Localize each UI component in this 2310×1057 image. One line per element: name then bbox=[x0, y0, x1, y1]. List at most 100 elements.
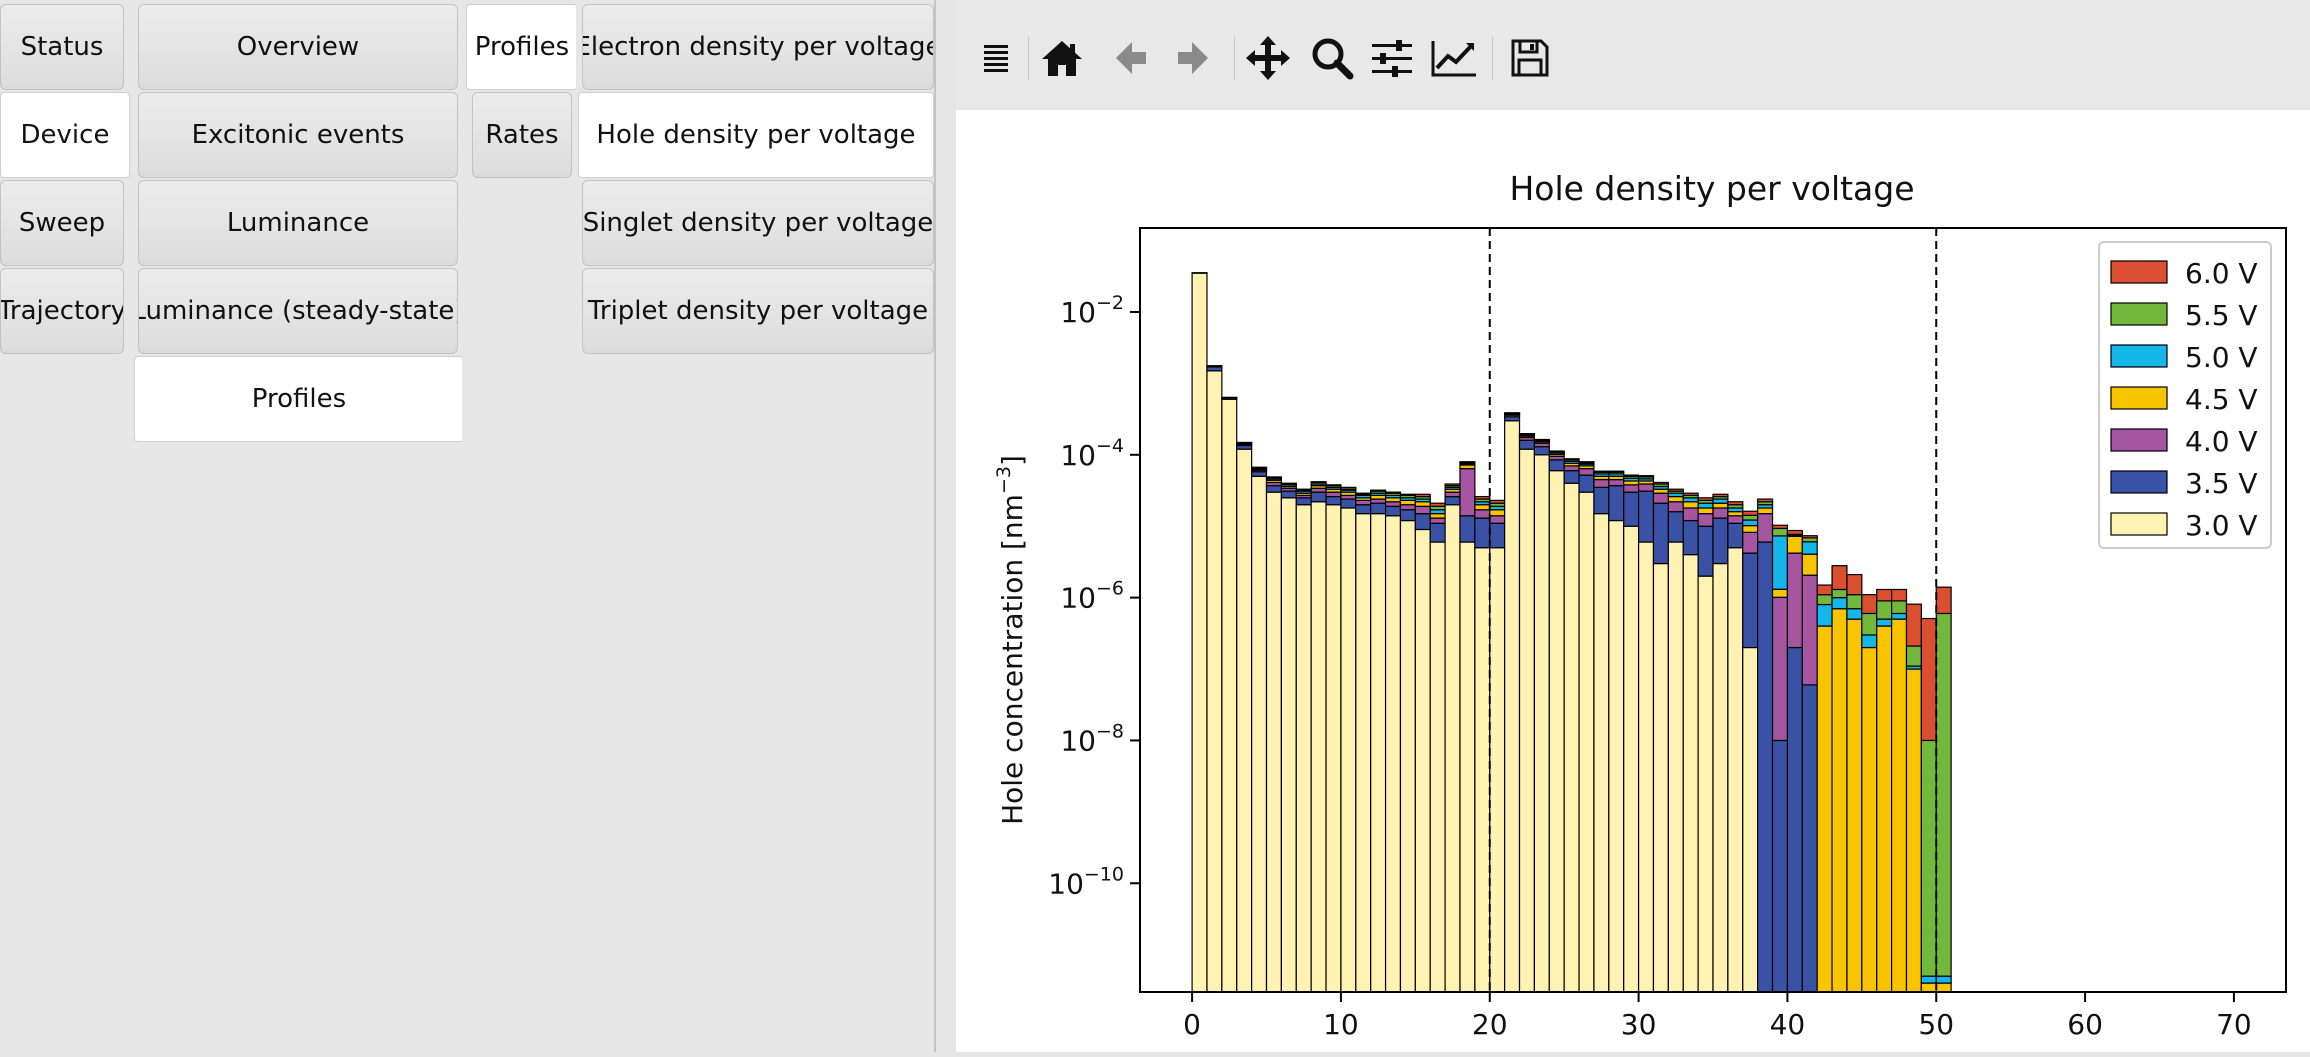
bar-segment bbox=[1698, 498, 1713, 501]
bar-segment bbox=[1639, 476, 1654, 477]
bar-segment bbox=[1534, 439, 1549, 440]
legend-swatch bbox=[2111, 471, 2167, 493]
bar-segment bbox=[1371, 514, 1386, 996]
bar-segment bbox=[1475, 548, 1490, 996]
bar-segment bbox=[1713, 503, 1728, 508]
home-icon[interactable] bbox=[1036, 30, 1088, 86]
bar-segment bbox=[1847, 575, 1862, 595]
tab-singlet-density[interactable]: Singlet density per voltage bbox=[582, 180, 934, 266]
tab-profiles[interactable]: Profiles bbox=[134, 356, 464, 442]
bar-segment bbox=[1549, 471, 1564, 996]
configure-subplots-icon[interactable] bbox=[1366, 30, 1418, 86]
bar-segment bbox=[1668, 542, 1683, 996]
bar-segment bbox=[1832, 566, 1847, 590]
bar-segment bbox=[1653, 482, 1668, 484]
bar-segment bbox=[1386, 506, 1401, 515]
y-tick-label: 10−6 bbox=[1060, 578, 1124, 615]
bar-segment bbox=[1668, 512, 1683, 542]
bar-segment bbox=[1267, 492, 1282, 996]
x-tick-label: 60 bbox=[2067, 1008, 2103, 1041]
bar-segment bbox=[1847, 619, 1862, 992]
bar-segment bbox=[1921, 976, 1936, 983]
bar-segment bbox=[1653, 564, 1668, 996]
bar-segment bbox=[1490, 510, 1505, 516]
tab-column-main: Status Device Sweep Trajectory bbox=[0, 0, 134, 1052]
tab-profiles-sub[interactable]: Profiles bbox=[466, 4, 578, 90]
tab-rates[interactable]: Rates bbox=[472, 92, 572, 178]
tab-luminance-steady-state[interactable]: Luminance (steady-state) bbox=[138, 268, 458, 354]
bar-segment bbox=[1698, 576, 1713, 996]
bar-segment bbox=[1683, 493, 1698, 495]
bar-segment bbox=[1549, 460, 1564, 471]
legend-label: 3.0 V bbox=[2185, 509, 2258, 542]
bar-segment bbox=[1341, 499, 1356, 508]
menu-icon[interactable] bbox=[970, 30, 1022, 86]
bar-segment bbox=[1445, 497, 1460, 505]
tab-device[interactable]: Device bbox=[0, 92, 130, 178]
bar-segment bbox=[1728, 502, 1743, 505]
plot-canvas: Hole density per voltage Hole concentrat… bbox=[956, 110, 2310, 1052]
bar-segment bbox=[1267, 486, 1282, 493]
legend-label: 4.5 V bbox=[2185, 383, 2258, 416]
bar-segment bbox=[1624, 485, 1639, 492]
tab-overview[interactable]: Overview bbox=[138, 4, 458, 90]
tab-trajectory[interactable]: Trajectory bbox=[0, 268, 124, 354]
bar-segment bbox=[1296, 498, 1311, 505]
zoom-icon[interactable] bbox=[1306, 30, 1358, 86]
bar-segment bbox=[1683, 521, 1698, 555]
bar-segment bbox=[1743, 532, 1758, 553]
tab-triplet-density[interactable]: Triplet density per voltage bbox=[582, 268, 934, 354]
bar-segment bbox=[1936, 976, 1951, 983]
forward-arrow-icon[interactable] bbox=[1168, 30, 1220, 86]
bar-segment bbox=[1906, 669, 1921, 992]
x-tick-label: 30 bbox=[1621, 1008, 1657, 1041]
legend-label: 3.5 V bbox=[2185, 467, 2258, 500]
pan-icon[interactable] bbox=[1242, 30, 1294, 86]
tab-luminance[interactable]: Luminance bbox=[138, 180, 458, 266]
legend-label: 5.0 V bbox=[2185, 341, 2258, 374]
bar-segment bbox=[1460, 516, 1475, 542]
bar-segment bbox=[1475, 505, 1490, 510]
bar-segment bbox=[1579, 492, 1594, 996]
bar-segment bbox=[1862, 648, 1877, 992]
bar-segment bbox=[1534, 455, 1549, 996]
back-arrow-icon[interactable] bbox=[1104, 30, 1156, 86]
bar-segment bbox=[1564, 459, 1579, 460]
edit-axis-icon[interactable] bbox=[1428, 30, 1480, 86]
bar-segment bbox=[1728, 523, 1743, 547]
bar-segment bbox=[1534, 447, 1549, 455]
tab-status[interactable]: Status bbox=[0, 4, 124, 90]
legend-swatch bbox=[2111, 513, 2167, 535]
tab-sweep[interactable]: Sweep bbox=[0, 180, 124, 266]
bar-segment bbox=[1445, 505, 1460, 996]
bar-segment bbox=[1683, 555, 1698, 996]
bar-segment bbox=[1773, 597, 1788, 740]
bar-segment bbox=[1936, 613, 1951, 976]
bar-segment bbox=[1609, 471, 1624, 472]
bar-segment bbox=[1728, 548, 1743, 996]
bar-segment bbox=[1281, 491, 1296, 498]
legend-swatch bbox=[2111, 261, 2167, 283]
tab-excitonic-events[interactable]: Excitonic events bbox=[138, 92, 458, 178]
bar-segment bbox=[1832, 609, 1847, 992]
bar-segment bbox=[1906, 604, 1921, 646]
legend-swatch bbox=[2111, 429, 2167, 451]
bar-segment bbox=[1281, 498, 1296, 996]
bar-segment bbox=[1311, 492, 1326, 502]
x-tick-label: 20 bbox=[1472, 1008, 1508, 1041]
bar-segment bbox=[1341, 508, 1356, 996]
bar-segment bbox=[1802, 575, 1817, 685]
tab-hole-density[interactable]: Hole density per voltage bbox=[578, 92, 934, 178]
y-axis-label: Hole concentration [nm−3] bbox=[993, 455, 1029, 825]
save-icon[interactable] bbox=[1504, 30, 1556, 86]
bar-segment bbox=[1653, 489, 1668, 493]
bar-segment bbox=[1192, 273, 1207, 996]
bar-segment bbox=[1921, 618, 1936, 740]
bar-segment bbox=[1921, 983, 1936, 992]
bar-segment bbox=[1758, 542, 1773, 992]
bar-segment bbox=[1430, 514, 1445, 518]
bar-segment bbox=[1311, 482, 1326, 483]
bar-segment bbox=[1430, 542, 1445, 996]
bar-segment bbox=[1802, 685, 1817, 992]
tab-electron-density[interactable]: Electron density per voltage bbox=[582, 4, 934, 90]
